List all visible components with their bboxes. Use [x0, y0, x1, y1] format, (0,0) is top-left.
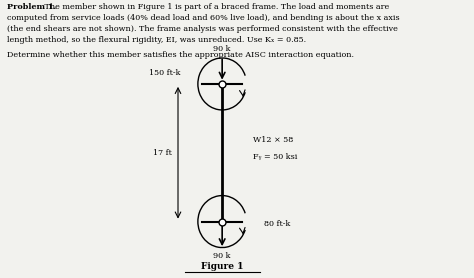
- Text: 90 k: 90 k: [213, 252, 231, 260]
- Text: Determine whether this member satisfies the appropriate AISC interaction equatio: Determine whether this member satisfies …: [7, 51, 354, 59]
- Text: 80 ft-k: 80 ft-k: [264, 220, 291, 228]
- Text: The member shown in Figure 1 is part of a braced frame. The load and moments are: The member shown in Figure 1 is part of …: [42, 3, 389, 11]
- Text: Figure 1: Figure 1: [201, 262, 244, 271]
- Text: 150 ft-k: 150 ft-k: [149, 69, 180, 77]
- Text: 90 k: 90 k: [213, 45, 231, 53]
- Text: W12 × 58: W12 × 58: [253, 136, 293, 144]
- Text: Fᵧ = 50 ksi: Fᵧ = 50 ksi: [253, 153, 298, 161]
- Text: computed from service loads (40% dead load and 60% live load), and bending is ab: computed from service loads (40% dead lo…: [7, 14, 399, 22]
- Text: Problem 1.: Problem 1.: [7, 3, 56, 11]
- Text: length method, so the flexural rigidity, EI, was unreduced. Use Kₓ = 0.85.: length method, so the flexural rigidity,…: [7, 36, 306, 44]
- Text: 17 ft: 17 ft: [153, 149, 172, 157]
- Text: (the end shears are not shown). The frame analysis was performed consistent with: (the end shears are not shown). The fram…: [7, 25, 398, 33]
